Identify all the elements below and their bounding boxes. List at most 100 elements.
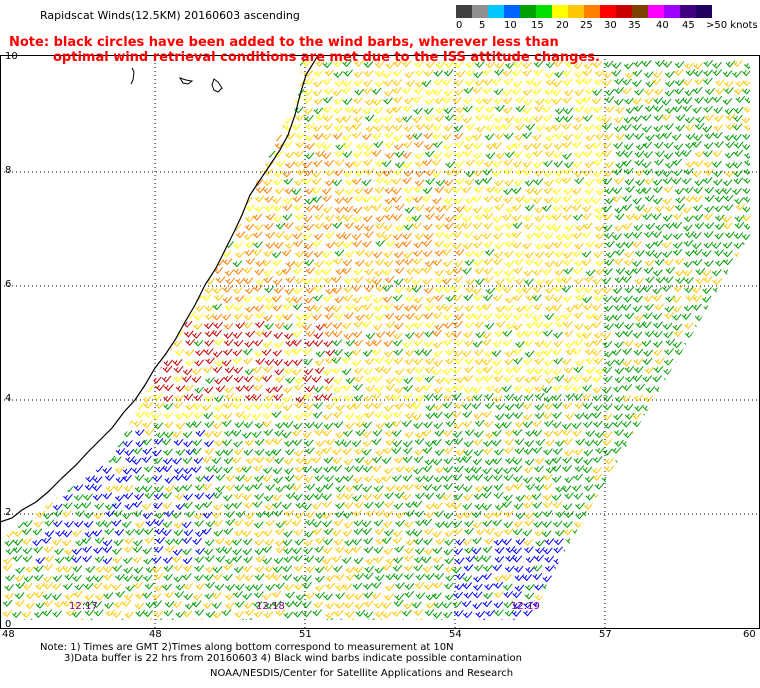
wind-barb bbox=[202, 86, 212, 94]
wind-barb bbox=[542, 547, 553, 555]
wind-barb bbox=[735, 332, 746, 340]
wind-barb bbox=[705, 566, 716, 574]
wind-barb bbox=[404, 331, 415, 340]
wind-barb bbox=[184, 204, 195, 212]
wind-barb bbox=[152, 329, 162, 337]
wind-barb bbox=[673, 169, 683, 177]
wind-barb bbox=[223, 195, 233, 203]
wind-barb bbox=[312, 466, 323, 474]
wind-barb bbox=[504, 221, 515, 229]
wind-barb bbox=[302, 161, 312, 169]
wind-barb bbox=[344, 618, 355, 620]
wind-barb bbox=[512, 160, 523, 168]
wind-barb bbox=[43, 455, 54, 463]
wind-barb bbox=[543, 187, 553, 195]
wind-barb bbox=[125, 98, 136, 106]
wind-barb bbox=[394, 456, 404, 464]
wind-barb bbox=[483, 447, 493, 455]
wind-barb bbox=[472, 602, 483, 610]
wind-barb bbox=[43, 303, 54, 311]
wind-barb bbox=[622, 78, 632, 86]
wind-barb bbox=[134, 493, 144, 501]
wind-barb bbox=[683, 186, 694, 194]
wind-barb bbox=[34, 621, 43, 627]
wind-barb bbox=[455, 70, 466, 78]
wind-barb bbox=[372, 492, 383, 500]
wind-barb bbox=[563, 449, 574, 457]
wind-barb bbox=[525, 565, 536, 574]
wind-barb bbox=[25, 276, 36, 284]
wind-barb bbox=[254, 205, 265, 213]
wind-barb bbox=[664, 493, 674, 501]
wind-barb bbox=[493, 474, 503, 482]
wind-barb bbox=[714, 475, 724, 483]
wind-barb bbox=[652, 231, 663, 239]
wind-barb bbox=[474, 375, 485, 383]
wind-barb bbox=[293, 358, 303, 366]
wind-barb bbox=[421, 556, 432, 564]
wind-barb bbox=[43, 599, 54, 608]
wind-barb bbox=[232, 548, 243, 556]
wind-barb bbox=[252, 482, 263, 490]
wind-barb bbox=[442, 96, 452, 104]
wind-barb bbox=[452, 600, 463, 608]
wind-barb bbox=[222, 152, 233, 160]
wind-barb bbox=[314, 545, 325, 553]
wind-barb bbox=[93, 619, 104, 620]
wind-barb bbox=[333, 421, 344, 429]
wind-barb bbox=[473, 71, 483, 79]
wind-barb bbox=[471, 547, 482, 555]
wind-barb bbox=[534, 169, 544, 177]
wind-barb bbox=[153, 231, 163, 239]
wind-barb bbox=[564, 476, 574, 484]
wind-barb bbox=[32, 132, 42, 140]
wind-barb bbox=[413, 483, 424, 491]
wind-barb bbox=[654, 564, 665, 573]
wind-barb bbox=[371, 204, 382, 212]
wind-barb bbox=[143, 339, 154, 347]
wind-barb bbox=[734, 295, 745, 303]
wind-barb bbox=[404, 349, 415, 357]
wind-barb bbox=[233, 160, 244, 168]
wind-barb bbox=[561, 358, 572, 366]
wind-barb bbox=[365, 384, 376, 392]
wind-barb bbox=[5, 249, 15, 257]
wind-barb bbox=[142, 617, 153, 620]
wind-barb bbox=[352, 215, 363, 223]
wind-barb bbox=[692, 248, 703, 256]
wind-barb bbox=[543, 430, 554, 438]
wind-barb bbox=[32, 123, 42, 131]
wind-barb bbox=[263, 113, 273, 121]
wind-barb bbox=[353, 70, 364, 78]
wind-barb bbox=[95, 593, 105, 601]
wind-barb bbox=[623, 167, 634, 175]
wind-barb bbox=[154, 204, 165, 212]
wind-barb bbox=[652, 574, 663, 583]
wind-barb bbox=[471, 402, 482, 410]
wind-barb bbox=[742, 386, 750, 394]
wind-barb bbox=[433, 78, 444, 86]
wind-barb bbox=[632, 69, 643, 77]
wind-barb bbox=[703, 340, 713, 348]
wind-barb bbox=[424, 98, 435, 106]
wind-barb bbox=[134, 303, 144, 311]
wind-barb bbox=[591, 546, 602, 554]
wind-barb bbox=[372, 375, 383, 383]
wind-barb bbox=[513, 520, 524, 528]
wind-barb bbox=[302, 457, 313, 465]
wind-barb bbox=[651, 77, 662, 86]
wind-barb bbox=[252, 248, 263, 256]
wind-barb bbox=[145, 113, 156, 121]
wind-barb bbox=[334, 150, 345, 158]
wind-barb bbox=[493, 368, 503, 376]
wind-barb bbox=[501, 123, 512, 131]
wind-barb bbox=[621, 572, 632, 580]
wind-barb bbox=[293, 493, 303, 501]
wind-barb bbox=[82, 385, 93, 393]
wind-barb bbox=[414, 232, 425, 240]
wind-barb bbox=[693, 62, 703, 70]
wind-barb bbox=[423, 583, 434, 591]
wind-barb bbox=[522, 69, 532, 77]
wind-barb bbox=[571, 484, 582, 492]
wind-barb bbox=[372, 195, 382, 203]
